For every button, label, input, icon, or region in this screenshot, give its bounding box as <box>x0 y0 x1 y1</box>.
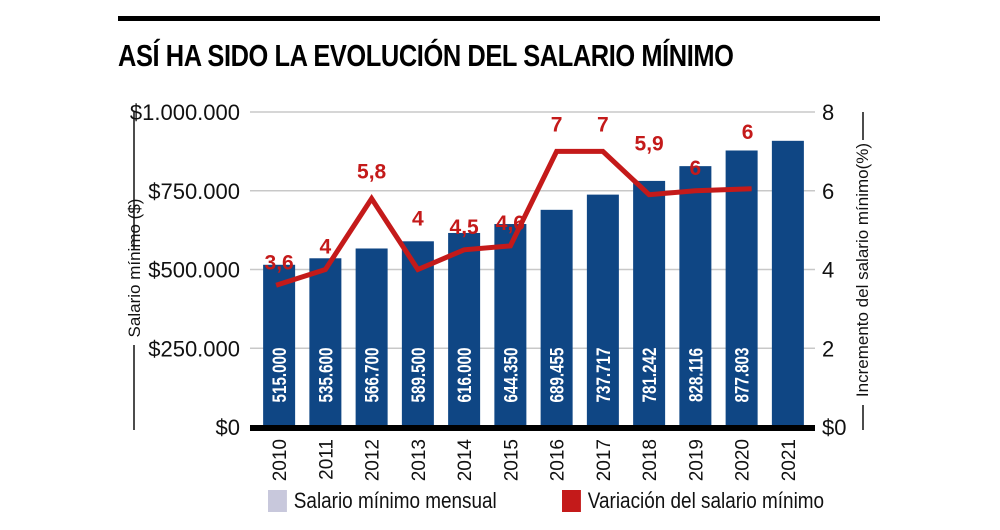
x-tick-label: 2016 <box>548 439 569 481</box>
x-axis-baseline <box>250 425 815 431</box>
bar-value-label: 566.700 <box>361 348 383 403</box>
y-axis-title: Salario mínimo ($) <box>125 199 144 338</box>
legend-label-bar: Salario mínimo mensual <box>293 488 497 513</box>
y-tick-label: $0 <box>216 415 240 440</box>
bar-value-label: 877.803 <box>731 348 753 403</box>
x-tick-label: 2013 <box>409 439 430 481</box>
x-tick-label: 2017 <box>594 439 615 481</box>
variation-label: 7 <box>551 113 563 136</box>
bar-value-label: 737.717 <box>592 348 614 403</box>
variation-label: 4 <box>412 208 424 231</box>
y2-tick-label: 8 <box>822 100 834 125</box>
y-tick-label: $250.000 <box>148 336 240 361</box>
x-tick-label: 2018 <box>640 439 661 481</box>
y2-tick-label: 2 <box>822 336 834 361</box>
x-tick-label: 2019 <box>686 439 707 481</box>
y2-tick-label: 4 <box>822 258 834 283</box>
legend-item-bar: Salario mínimo mensual <box>268 488 497 514</box>
y2-axis-title: Incremento del salario mínimo(%) <box>853 143 872 397</box>
bar-2016 <box>540 209 573 427</box>
variation-label: 4 <box>320 236 332 259</box>
bar-2013 <box>401 241 434 427</box>
bar-2021 <box>771 140 804 427</box>
top-rule <box>118 16 880 21</box>
legend-label-line: Variación del salario mínimo <box>587 488 825 513</box>
variation-line <box>275 148 752 288</box>
x-tick-label: 2021 <box>779 439 800 481</box>
chart-title: ASÍ HA SIDO LA EVOLUCIÓN DEL SALARIO MÍN… <box>118 38 734 73</box>
bar-value-label: 689.455 <box>546 347 568 402</box>
bar-value-label: 828.116 <box>685 348 707 402</box>
bar-2020 <box>725 150 758 427</box>
y2-tick-label: $0 <box>822 415 846 440</box>
bar-value-label: 589.500 <box>407 348 429 403</box>
bar-2010 <box>263 264 296 427</box>
variation-label: 3,6 <box>265 251 294 274</box>
variation-label: 5,8 <box>357 161 387 184</box>
x-tick-label: 2012 <box>363 439 384 481</box>
variation-label: 4,5 <box>450 216 480 239</box>
bar-2017 <box>586 194 619 427</box>
y-tick-label: $500.000 <box>148 258 240 283</box>
x-tick-label: 2014 <box>455 439 476 482</box>
x-tick-label: 2015 <box>501 439 522 481</box>
bar-2014 <box>448 232 481 427</box>
y-tick-label: $750.000 <box>148 179 240 204</box>
bar-2018 <box>633 180 666 427</box>
bar-2015 <box>494 224 527 427</box>
y2-tick-label: 6 <box>822 179 834 204</box>
bar-value-label: 515.000 <box>268 348 290 403</box>
legend-swatch-line <box>562 490 581 512</box>
x-tick-label: 2020 <box>733 439 754 481</box>
bar-value-label: 616.000 <box>453 348 475 403</box>
variation-label: 7 <box>597 113 609 136</box>
x-tick-label: 2011 <box>316 439 337 480</box>
x-tick-label: 2010 <box>270 439 291 481</box>
bar-value-label: 535.600 <box>315 348 337 403</box>
variation-label: 5,9 <box>635 133 664 156</box>
variation-label: 4,6 <box>496 212 525 235</box>
legend-swatch-bar <box>268 490 287 512</box>
bar-2012 <box>355 248 388 427</box>
variation-label: 6 <box>742 121 754 144</box>
bar-2011 <box>309 258 342 427</box>
bar-value-label: 781.242 <box>638 348 660 403</box>
legend-item-line: Variación del salario mínimo <box>562 488 824 514</box>
y-tick-label: $1.000.000 <box>130 100 240 125</box>
bar-value-label: 644.350 <box>500 348 522 403</box>
bar-2019 <box>679 166 712 427</box>
variation-label: 6 <box>690 157 702 180</box>
